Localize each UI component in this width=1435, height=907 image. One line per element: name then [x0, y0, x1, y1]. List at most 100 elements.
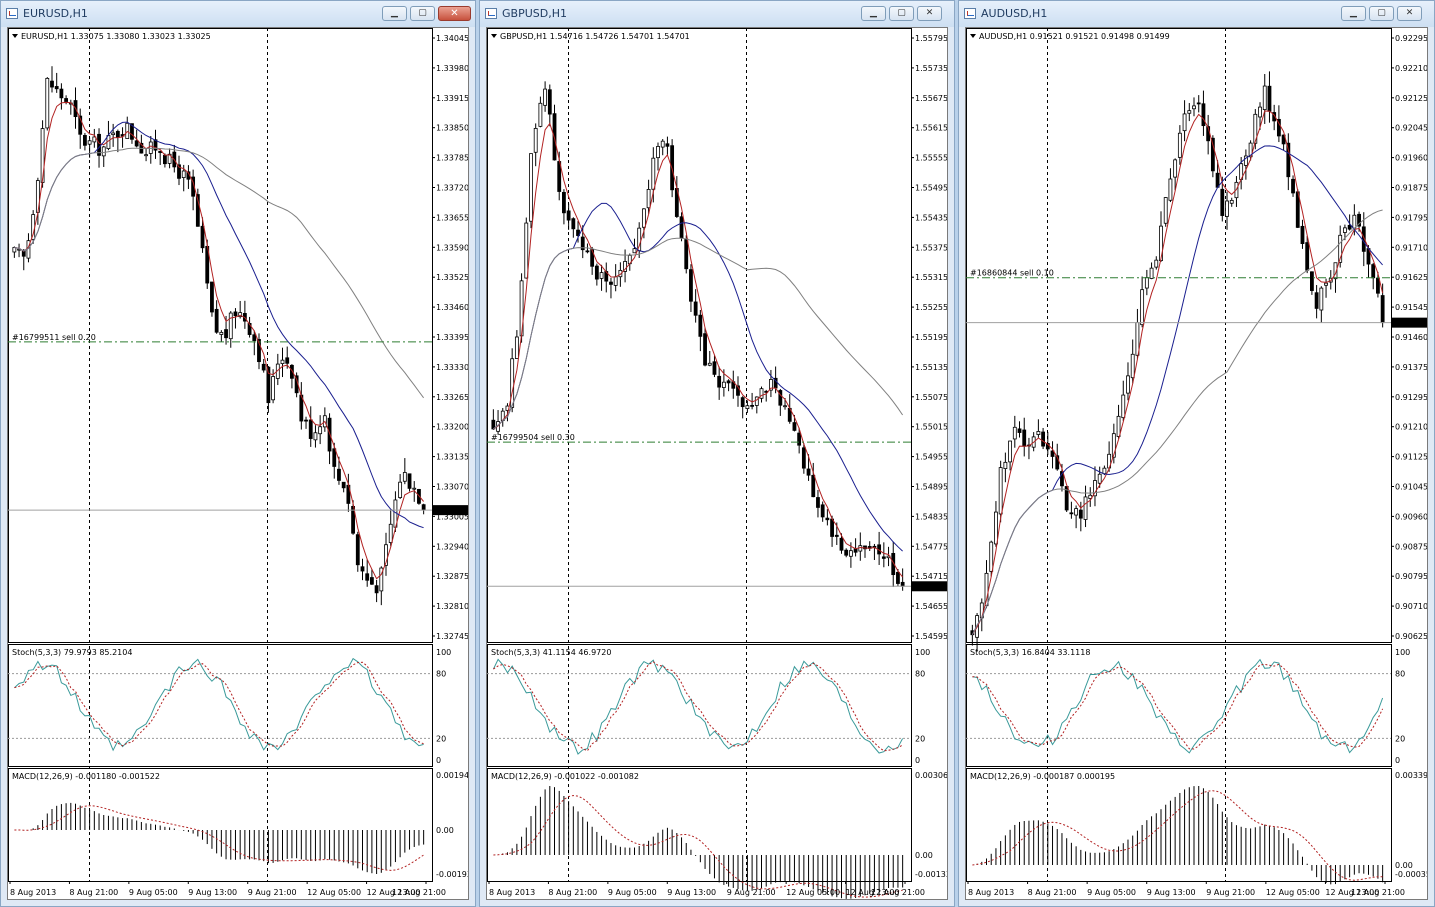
- candle-body: [689, 269, 693, 302]
- candle-body: [134, 140, 139, 147]
- close-button[interactable]: ✕: [1397, 6, 1422, 21]
- stoch-header: Stoch(5,3,3) 79.9793 85.2104: [12, 648, 132, 657]
- stoch-main-line: [492, 658, 904, 755]
- candle-body: [162, 155, 167, 165]
- candle-body: [1371, 264, 1376, 279]
- price-tick-label: 0.91625: [1395, 273, 1428, 282]
- candle-body: [271, 376, 276, 401]
- chart-window-gbpusd[interactable]: GBPUSD,H1 ▁ ▢ ✕ 1.55795 1.55735 1.55675 1.5…: [479, 0, 955, 907]
- time-tick-label: 9 Aug 05:00: [608, 888, 657, 897]
- candle-body: [524, 222, 529, 279]
- time-tick-label: 9 Aug 21:00: [727, 888, 776, 897]
- time-tick-label: 12 Aug 05:00: [1266, 888, 1320, 897]
- time-tick-label: 8 Aug 21:00: [69, 888, 118, 897]
- candle-body: [1064, 486, 1069, 511]
- candle-body: [1248, 142, 1253, 158]
- candle-body: [632, 248, 637, 254]
- candle-body: [736, 385, 740, 396]
- candle-body: [1078, 509, 1083, 519]
- minimize-button[interactable]: ▁: [861, 6, 886, 21]
- price-tick-label: 0.91875: [1395, 184, 1428, 193]
- price-tick-label: 0.90710: [1395, 602, 1428, 611]
- stoch-pane-frame: [966, 644, 1392, 767]
- window-titlebar[interactable]: AUDUSD,H1 ▁ ▢ ✕: [959, 1, 1434, 27]
- candle-body: [1060, 471, 1064, 487]
- candle-body: [1343, 227, 1347, 233]
- chart-area[interactable]: 0.92295 0.92210 0.92125 0.92045 0.91960 0.918…: [965, 27, 1428, 900]
- stoch-tick-label: 80: [1395, 670, 1405, 679]
- chart-area[interactable]: 1.55795 1.55735 1.55675 1.55615 1.55555 1.554…: [486, 27, 948, 900]
- candle-body: [994, 511, 998, 545]
- candle-body: [195, 194, 200, 227]
- candle-body: [1305, 242, 1310, 271]
- macd-pane-frame: [487, 768, 912, 882]
- chart-svg[interactable]: 1.55795 1.55735 1.55675 1.55615 1.55555 1.554…: [487, 28, 948, 900]
- price-tick-label: 1.33265: [436, 393, 469, 402]
- price-tick-label: 0.91125: [1395, 453, 1428, 462]
- candle-body: [1352, 214, 1357, 229]
- time-tick-label: 12 Aug 21:00: [871, 888, 925, 897]
- time-tick-label: 12 Aug 21:00: [392, 888, 446, 897]
- price-tick-label: 1.55315: [915, 273, 948, 282]
- dropdown-arrow-icon: [970, 34, 976, 38]
- price-tick-label: 0.92295: [1395, 34, 1428, 43]
- candle-body: [384, 544, 388, 566]
- window-titlebar[interactable]: EURUSD,H1 ▁ ▢ ✕: [1, 1, 475, 27]
- maximize-button[interactable]: ▢: [1369, 6, 1394, 21]
- close-button[interactable]: ✕: [438, 6, 471, 21]
- candle-body: [769, 379, 773, 391]
- maximize-button[interactable]: ▢: [889, 6, 914, 21]
- candle-body: [1281, 134, 1286, 145]
- candle-body: [1017, 428, 1022, 433]
- candle-body: [402, 472, 407, 482]
- candle-body: [1102, 467, 1107, 475]
- candle-body: [754, 396, 759, 406]
- close-button[interactable]: ✕: [917, 6, 942, 21]
- time-tick-label: 8 Aug 2013: [489, 888, 535, 897]
- chart-window-audusd[interactable]: AUDUSD,H1 ▁ ▢ ✕ 0.92295 0.92210 0.92125 0.9…: [958, 0, 1435, 907]
- candle-body: [641, 208, 646, 228]
- candle-body: [1177, 132, 1182, 158]
- order-label: #16860844 sell 0.10: [970, 269, 1054, 278]
- candle-body: [1253, 113, 1258, 144]
- candle-body: [374, 585, 379, 594]
- price-tick-label: 1.33070: [436, 483, 469, 492]
- chart-area[interactable]: 1.34045 1.33980 1.33915 1.33850 1.33785 1.337…: [7, 27, 469, 900]
- price-tick-label: 0.90625: [1395, 632, 1428, 641]
- stoch-pane-frame: [8, 644, 433, 767]
- candle-body: [881, 556, 886, 559]
- main-pane-frame: [966, 28, 1392, 643]
- minimize-button[interactable]: ▁: [1341, 6, 1366, 21]
- candle-body: [45, 77, 50, 129]
- candle-body: [1163, 197, 1168, 224]
- candle-body: [421, 504, 426, 511]
- candle-body: [398, 481, 403, 498]
- candle-body: [703, 333, 707, 366]
- candle-body: [1243, 155, 1248, 166]
- ma-fast-line: [971, 110, 1384, 635]
- chart-window-eurusd[interactable]: EURUSD,H1 ▁ ▢ ✕ 1.34045 1.33980 1.33915 1.3…: [0, 0, 476, 907]
- price-tick-label: 1.33525: [436, 273, 469, 282]
- candle-body: [839, 537, 844, 551]
- maximize-button[interactable]: ▢: [410, 6, 435, 21]
- order-label: #16799504 sell 0.30: [491, 433, 575, 442]
- candle-body: [623, 261, 627, 272]
- price-tick-label: 1.32745: [436, 632, 469, 641]
- price-tick-label: 0.91460: [1395, 333, 1428, 342]
- minimize-button[interactable]: ▁: [382, 6, 407, 21]
- stoch-tick-label: 100: [915, 648, 930, 657]
- chart-svg[interactable]: 0.92295 0.92210 0.92125 0.92045 0.91960 0.918…: [966, 28, 1428, 900]
- candle-body: [613, 276, 618, 286]
- dropdown-arrow-icon: [491, 34, 497, 38]
- time-tick-label: 12 Aug 13:00: [1325, 888, 1379, 897]
- candle-body: [1149, 267, 1154, 279]
- candle-body: [778, 390, 783, 406]
- price-tick-label: 0.92045: [1395, 124, 1428, 133]
- chart-svg[interactable]: 1.34045 1.33980 1.33915 1.33850 1.33785 1.337…: [8, 28, 469, 900]
- window-titlebar[interactable]: GBPUSD,H1 ▁ ▢ ✕: [480, 1, 954, 27]
- candle-body: [1357, 213, 1361, 227]
- candle-body: [1173, 159, 1178, 178]
- candle-body: [181, 170, 186, 178]
- stoch-header: Stoch(5,3,3) 41.1154 46.9720: [491, 648, 611, 657]
- macd-tick-label: 0.00: [436, 826, 454, 835]
